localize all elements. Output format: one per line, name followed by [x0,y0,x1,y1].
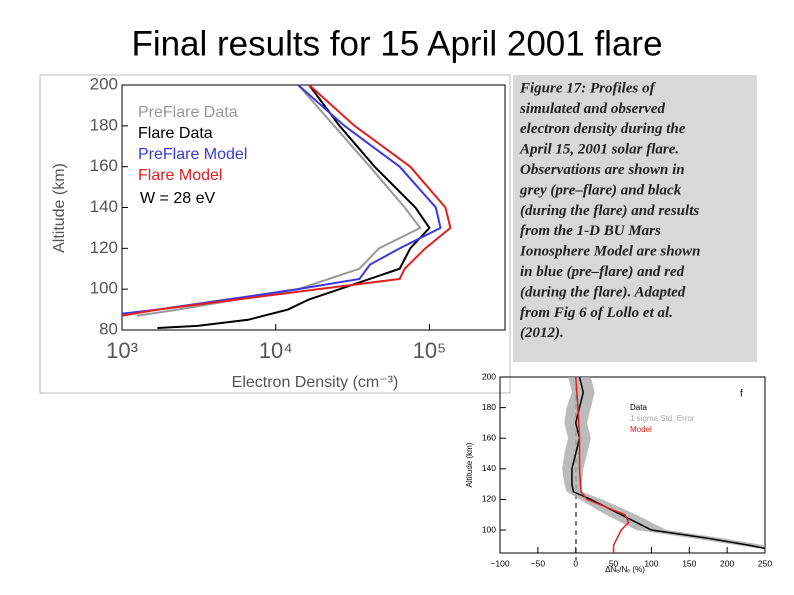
legend-entry: Data [630,403,647,412]
caption-line: (during the flare). Adapted [520,284,686,300]
x-tick-label: 100 [644,558,658,568]
series-line [121,84,452,317]
y-tick-label: 120 [482,494,496,504]
x-tick-label: 150 [682,558,696,568]
caption-line: from the 1-D BU Mars [520,223,661,239]
legend-entry: Model [630,425,652,434]
y-tick-label: 80 [99,319,118,338]
caption-box [513,75,757,362]
series-line [574,376,630,553]
series-line [157,84,431,329]
caption-line: grey (pre–flare) and black [519,182,682,198]
y-tick-label: 160 [482,432,496,442]
x-tick-label: 0 [573,558,578,568]
x-tick-label: 10⁵ [413,338,447,363]
y-tick-label: 140 [482,463,496,473]
legend-entry: PreFlare Model [138,146,247,163]
x-tick-label: 50 [609,558,619,568]
y-tick-label: 180 [482,402,496,412]
legend-entry: Flare Model [138,167,222,184]
caption-line: April 15, 2001 solar flare. [519,142,679,158]
y-axis-label: Altitude (km) [465,442,474,487]
series-line [571,376,766,550]
y-axis-label: Altitude (km) [51,163,68,253]
legend-entry: PreFlare Data [138,104,238,121]
caption-line: (2012). [520,325,564,341]
caption-line: electron density during the [520,121,686,137]
legend-entry: Flare Data [138,125,213,142]
caption-line: Figure 17: Profiles of [519,80,657,96]
x-tick-label: 200 [720,558,734,568]
caption-line: simulated and observed [519,101,665,117]
slide-title: Final results for 15 April 2001 flare [131,24,662,63]
caption: Figure 17: Profiles of simulated and obse… [519,80,700,341]
caption-line: Observations are shown in [520,162,685,178]
x-tick-label: −100 [490,558,509,568]
y-tick-label: 100 [90,279,118,298]
x-tick-label: 10³ [106,338,138,363]
y-tick-label: 180 [90,115,118,134]
y-tick-label: 200 [90,74,118,93]
y-tick-label: 140 [90,197,118,216]
caption-line: from Fig 6 of Lollo et al. [520,305,673,321]
x-tick-label: −50 [531,558,546,568]
caption-line: Ionosphere Model are shown [519,244,700,260]
legend-entry: 1 sigma Std. Error [630,414,695,423]
y-tick-label: 120 [90,238,118,257]
caption-line: in blue (pre–flare) and red [520,264,685,280]
caption-line: (during the flare) and results [520,203,699,219]
x-tick-label: 250 [758,558,772,568]
y-tick-label: 160 [90,156,118,175]
annotation: W = 28 eV [140,190,215,207]
y-tick-label: 200 [482,371,496,381]
x-axis-label: Electron Density (cm⁻³) [232,374,399,391]
series-line [121,84,442,315]
x-axis-label: ΔNₑ/Nₑ (%) [605,565,645,574]
annotation: f [740,389,743,400]
y-tick-label: 100 [482,524,496,534]
x-tick-label: 10⁴ [259,338,293,363]
plot-area [499,376,766,554]
error-band [562,377,765,549]
chart-frame [39,74,511,394]
